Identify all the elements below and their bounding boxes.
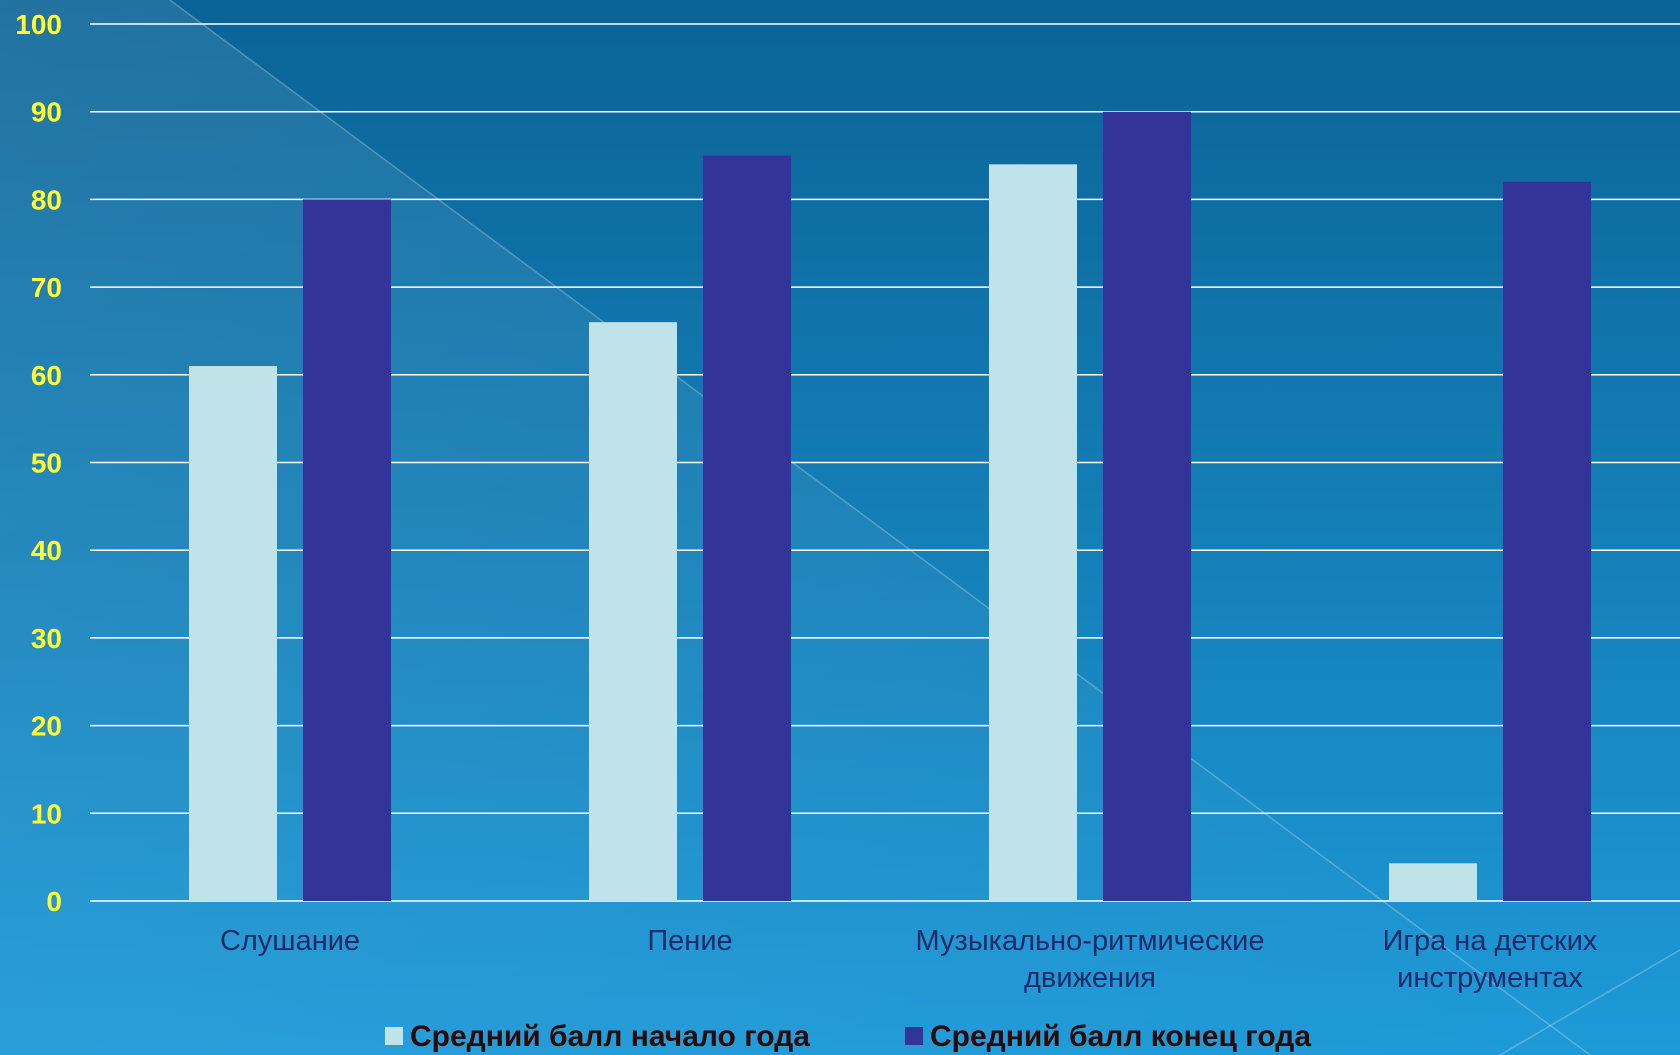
background-diagonal-line-2 xyxy=(1499,949,1680,1055)
bar-start-2 xyxy=(989,164,1077,901)
legend-label-start: Средний балл начало года xyxy=(410,1020,810,1053)
x-tick-label: Слушание xyxy=(220,925,360,957)
background-sheen xyxy=(0,0,1590,1055)
x-tick-label: Музыкально-ритмические xyxy=(916,925,1265,957)
bars xyxy=(189,111,1591,902)
bar-end-0 xyxy=(303,199,391,901)
y-tick-label: 80 xyxy=(31,184,62,215)
legend-swatch-end xyxy=(905,1027,923,1045)
bar-end-2 xyxy=(1103,111,1191,901)
y-tick-label: 10 xyxy=(31,798,62,829)
bar-start-0 xyxy=(189,366,277,901)
x-tick-label: движения xyxy=(1024,962,1156,994)
legend-swatch-start xyxy=(385,1027,403,1045)
bar-end-3 xyxy=(1503,181,1591,902)
legend: Средний балл начало года Средний балл кон… xyxy=(385,1020,1311,1053)
y-tick-label: 60 xyxy=(31,360,62,391)
x-axis-tick-labels: Слушание Пение Музыкально-ритмические движе… xyxy=(220,925,1598,994)
y-tick-label: 70 xyxy=(31,272,62,303)
bar-start-1 xyxy=(589,322,677,901)
y-tick-label: 0 xyxy=(46,886,62,917)
y-tick-label: 40 xyxy=(31,535,62,566)
y-tick-label: 100 xyxy=(15,9,62,40)
x-tick-label: Игра на детских xyxy=(1383,925,1598,957)
bar-start-3 xyxy=(1389,863,1477,901)
background-diagonal-line xyxy=(169,0,1591,1055)
y-tick-label: 50 xyxy=(31,448,62,479)
y-tick-label: 90 xyxy=(31,97,62,128)
legend-label-end: Средний балл конец года xyxy=(930,1020,1311,1053)
y-axis-tick-labels: 0 10 20 30 40 50 60 70 80 90 100 xyxy=(15,9,62,917)
x-tick-label: инструментах xyxy=(1397,962,1583,994)
y-tick-label: 30 xyxy=(31,623,62,654)
x-tick-label: Пение xyxy=(647,925,732,957)
y-tick-label: 20 xyxy=(31,711,62,742)
bar-end-1 xyxy=(703,155,791,902)
